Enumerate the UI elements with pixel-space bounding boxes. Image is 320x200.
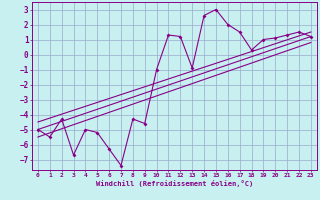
X-axis label: Windchill (Refroidissement éolien,°C): Windchill (Refroidissement éolien,°C) (96, 180, 253, 187)
